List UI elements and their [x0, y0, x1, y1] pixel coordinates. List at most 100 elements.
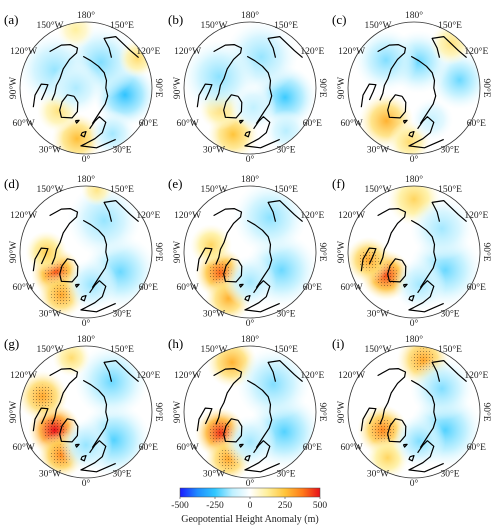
- coastline: [238, 443, 244, 448]
- longitude-label: 60°E: [303, 282, 322, 293]
- longitude-label: 150°E: [110, 20, 134, 31]
- longitude-label: 150°W: [36, 184, 63, 195]
- longitude-label: 150°W: [200, 184, 227, 195]
- coastline: [410, 379, 437, 449]
- longitude-label: 90°W: [336, 77, 347, 99]
- coastline: [244, 280, 280, 313]
- longitude-label: 150°E: [438, 20, 462, 31]
- panel-label: (b): [168, 12, 183, 27]
- anomaly-blob: [65, 258, 119, 311]
- coastline: [223, 94, 243, 119]
- coastline: [431, 200, 467, 223]
- longitude-label: 150°E: [110, 344, 134, 355]
- longitude-label: 60°W: [13, 442, 35, 453]
- longitude-label: 120°E: [300, 370, 324, 381]
- longitude-label: 90°W: [8, 241, 19, 263]
- coastline: [80, 116, 116, 149]
- anomaly-blob: [223, 415, 277, 469]
- coastline: [59, 418, 79, 443]
- longitude-label: 150°E: [274, 184, 298, 195]
- longitude-label: 150°W: [36, 20, 63, 31]
- longitude-label: 0°: [410, 154, 419, 165]
- colorbar-tick-label: 250: [278, 501, 293, 511]
- longitude-label: 180°: [241, 334, 259, 345]
- longitude-label: 90°E: [153, 78, 164, 97]
- longitude-label: 60°W: [341, 442, 363, 453]
- longitude-label: 60°W: [13, 118, 35, 129]
- longitude-label: 30°W: [367, 309, 389, 320]
- coastline: [213, 43, 243, 101]
- longitude-label: 60°E: [467, 118, 486, 129]
- map-panel: 180° 150°E 120°E 90°E 60°E 30°E 0° 30°W 60°W 90°W…: [4, 174, 164, 329]
- panel-label: (d): [4, 176, 19, 191]
- coastline: [408, 295, 415, 302]
- longitude-label: 60°E: [139, 442, 158, 453]
- coastline: [387, 258, 407, 283]
- coastline: [82, 219, 109, 289]
- longitude-label: 0°: [82, 318, 91, 329]
- coastline: [244, 440, 280, 473]
- map-boundary: [183, 345, 317, 479]
- map-panel: 180° 150°E 120°E 90°E 60°E 30°E 0° 30°W 60°W 90°W…: [4, 10, 164, 165]
- longitude-label: 60°E: [303, 118, 322, 129]
- map-boundary: [347, 345, 481, 479]
- longitude-label: 60°W: [341, 118, 363, 129]
- coastline: [80, 440, 116, 473]
- anomaly-blob: [354, 28, 418, 92]
- longitude-label: 120°W: [10, 210, 37, 221]
- coastline: [267, 200, 303, 223]
- coastline: [59, 94, 79, 119]
- colorbar-tick-label: -500: [171, 501, 189, 511]
- coastline: [213, 368, 243, 425]
- longitude-label: 180°: [405, 174, 423, 185]
- coastline: [80, 295, 87, 302]
- coastline: [244, 295, 251, 302]
- anomaly-blob: [393, 258, 447, 311]
- anomaly-blob: [410, 356, 474, 421]
- longitude-label: 150°W: [364, 344, 391, 355]
- longitude-label: 60°E: [139, 118, 158, 129]
- longitude-label: 90°E: [317, 78, 328, 97]
- longitude-label: 30°E: [440, 309, 459, 320]
- longitude-label: 30°W: [39, 469, 61, 480]
- longitude-label: 30°W: [367, 145, 389, 156]
- longitude-label: 150°E: [438, 344, 462, 355]
- map-boundary: [347, 185, 481, 319]
- anomaly-blob: [230, 84, 277, 131]
- panel-label: (a): [4, 12, 18, 27]
- anomaly-blob: [410, 196, 474, 261]
- coastline: [32, 407, 49, 432]
- longitude-label: 150°E: [274, 344, 298, 355]
- longitude-label: 60°E: [467, 282, 486, 293]
- map-panel: 180° 150°E 120°E 90°E 60°E 30°E 0° 30°W 60°W 90°W…: [332, 334, 492, 489]
- longitude-label: 180°: [77, 334, 95, 345]
- coastline: [408, 116, 444, 149]
- coastline: [103, 360, 139, 383]
- coastline: [402, 443, 408, 448]
- coastline: [80, 280, 116, 313]
- coastline: [244, 455, 251, 462]
- longitude-label: 120°E: [136, 46, 160, 57]
- coastline: [82, 55, 109, 125]
- anomaly-blob: [411, 98, 454, 141]
- coastline: [246, 219, 273, 289]
- map-boundary: [19, 345, 153, 479]
- map-panel: 180° 150°E 120°E 90°E 60°E 30°E 0° 30°W 60°W 90°W…: [168, 334, 328, 489]
- coastline: [238, 283, 244, 288]
- coastline: [408, 280, 444, 313]
- coastline: [377, 43, 407, 101]
- coastline: [360, 83, 377, 108]
- longitude-label: 90°W: [172, 241, 183, 263]
- panel-label: (f): [332, 176, 345, 191]
- longitude-label: 150°W: [200, 20, 227, 31]
- map-panel: 180° 150°E 120°E 90°E 60°E 30°E 0° 30°W 60°W 90°W…: [168, 174, 328, 329]
- longitude-label: 0°: [246, 478, 255, 489]
- coastline: [74, 119, 80, 124]
- longitude-label: 90°E: [153, 402, 164, 421]
- longitude-label: 60°W: [13, 282, 35, 293]
- longitude-label: 0°: [82, 478, 91, 489]
- longitude-label: 90°W: [336, 401, 347, 423]
- coastline: [267, 360, 303, 383]
- coastline: [431, 360, 467, 383]
- longitude-label: 150°E: [438, 184, 462, 195]
